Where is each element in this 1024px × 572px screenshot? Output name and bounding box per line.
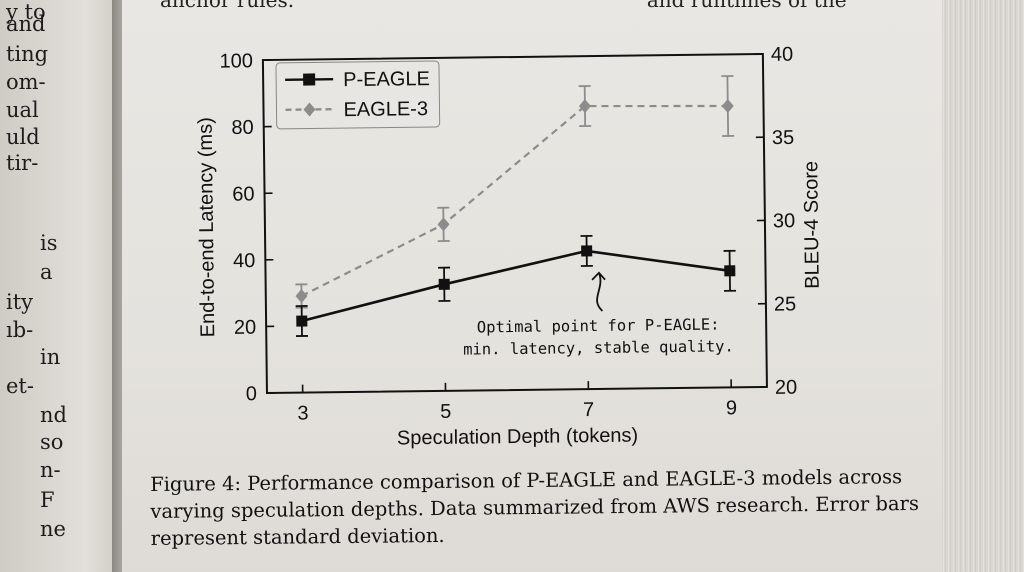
x-tick-label: 7 [583,399,594,421]
y-tick-label: 20 [234,317,257,339]
margin-fragment: is [40,231,58,255]
figure-caption: Figure 4: Performance comparison of P-EA… [150,463,919,552]
x-tick-label: 3 [297,403,308,425]
data-point [438,278,450,290]
legend: P-EAGLE EAGLE-3 [275,60,441,130]
legend-label: EAGLE-3 [343,98,428,121]
y-right-tick-label: 35 [772,127,795,149]
margin-fragment: n- [40,458,61,482]
data-point [295,289,308,304]
data-point [578,99,591,114]
annotation-text: min. latency, stable quality. [463,337,734,358]
y-right-tick-label: 40 [771,44,794,66]
data-point [437,217,450,232]
series-p-eagle [295,234,737,337]
y-right-tick-label: 30 [773,210,796,232]
y-tick-label: 0 [246,383,257,405]
y-right-tick-label: 25 [774,293,797,315]
data-point [721,99,734,114]
series-eagle-3 [295,75,735,309]
annotation: Optimal point for P-EAGLE:min. latency, … [463,271,734,359]
data-point [581,245,593,257]
y-tick-label: 40 [233,250,256,272]
margin-fragment: y to [6,0,46,24]
page-edges [942,0,1024,572]
top-fragment-left: anchor rules. [160,0,295,12]
y-axis-label: End-to-end Latency (ms) [195,117,220,337]
margin-fragment: uld [6,125,40,149]
y-tick-label: 60 [232,183,255,205]
margin-fragment: ity [6,290,34,314]
margin-fragment: et- [6,374,34,398]
margin-fragment: so [40,430,64,454]
data-point [724,265,736,277]
margin-fragment: ıb- [6,318,34,342]
margin-fragment: in [40,345,61,369]
series-layer [295,75,737,337]
x-axis-label: Speculation Depth (tokens) [397,425,639,450]
legend-label: P-EAGLE [343,68,430,91]
legend-box [275,60,441,130]
annotation-text: Optimal point for P-EAGLE: [477,316,720,337]
margin-fragment: ual [6,98,39,122]
margin-fragment: a [40,260,53,284]
margin-fragment: and [6,12,46,36]
data-point [296,315,308,327]
margin-fragment: ting [6,42,49,66]
y-right-axis-label: BLEU-4 Score [800,161,824,289]
x-tick-label: 5 [440,401,451,423]
y-tick-label: 100 [219,50,253,72]
legend-marker [303,102,316,117]
y-tick-label: 80 [231,117,254,139]
series-line [301,104,728,298]
annotation-arrowhead [591,271,606,281]
margin-fragment: ne [40,517,66,541]
annotation-arrow [596,272,604,312]
margin-fragment: tir- [6,151,39,175]
top-fragment-right: and runtimes of the [646,0,847,12]
book-page [122,0,942,572]
y-right-tick-label: 20 [775,377,798,399]
top-text-fragment: anchor rules. and runtimes of the [160,0,847,12]
margin-fragment: nd [40,403,67,427]
series-line [301,249,730,323]
left-page [0,0,122,572]
legend-marker [303,73,316,86]
margin-fragment: om- [6,70,46,94]
x-tick-label: 9 [726,397,737,419]
margin-fragment: F [40,488,55,512]
